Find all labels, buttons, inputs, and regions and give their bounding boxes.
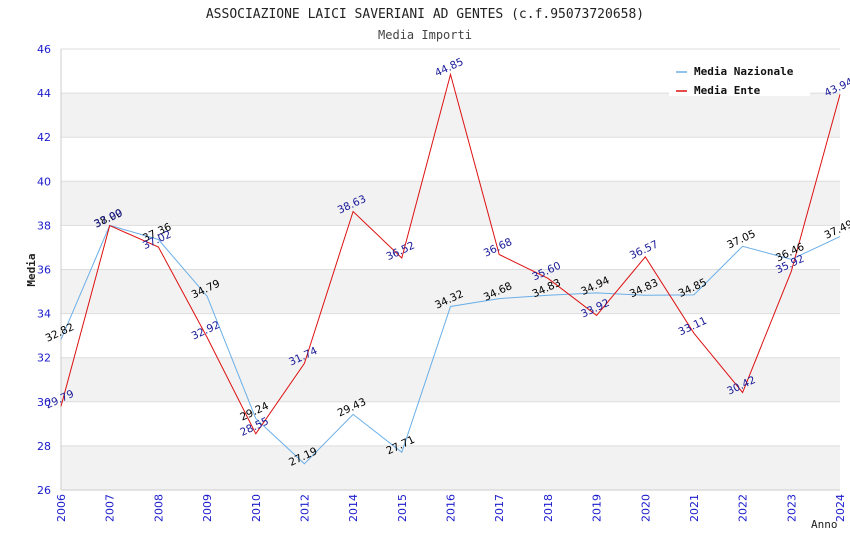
series-line-0	[60, 224, 841, 465]
grid-bands	[61, 93, 840, 490]
y-tick-label: 26	[37, 484, 51, 497]
x-tick-label: 2021	[688, 494, 701, 522]
grid-band	[61, 93, 840, 138]
grid-band	[61, 357, 840, 402]
x-tick-label: 2017	[493, 494, 506, 522]
x-tick-label: 2009	[201, 494, 214, 522]
axes	[60, 49, 840, 491]
data-label: 32.82	[44, 321, 76, 345]
grid-band	[61, 445, 840, 490]
y-tick-label: 36	[37, 264, 51, 277]
x-tick-label: 2012	[298, 494, 311, 522]
x-tick-label: 2019	[591, 494, 604, 522]
chart-subtitle: Media Importi	[378, 28, 472, 42]
x-tick-label: 2010	[250, 494, 263, 522]
grid-lines	[61, 48, 840, 491]
legend-label-ente: Media Ente	[694, 84, 761, 97]
x-tick-label: 2008	[152, 494, 165, 522]
x-tick-label: 2016	[445, 494, 458, 522]
y-tick-label: 42	[37, 131, 51, 144]
legend: Media Nazionale Media Ente	[669, 60, 810, 97]
x-tick-label: 2018	[542, 494, 555, 522]
y-tick-label: 34	[37, 308, 51, 321]
data-label: 33.11	[677, 315, 709, 339]
tick-labels: 26 28 30 32 34 36 38 40 42 44 46 2006 2007 2008 2009 20…	[37, 43, 847, 522]
x-tick-label: 2022	[737, 494, 750, 522]
x-tick-label: 2023	[785, 494, 798, 522]
y-tick-label: 28	[37, 440, 51, 453]
x-tick-label: 2015	[396, 494, 409, 522]
grid-band	[61, 181, 840, 226]
x-tick-label: 2024	[834, 494, 847, 522]
x-tick-label: 2020	[639, 494, 652, 522]
data-label: 36.52	[384, 240, 416, 264]
series-lines	[60, 72, 841, 465]
legend-box	[669, 60, 810, 96]
data-label: 36.68	[482, 236, 514, 260]
x-tick-label: 2006	[55, 494, 68, 522]
y-tick-label: 46	[37, 43, 51, 56]
y-tick-label: 38	[37, 219, 51, 232]
data-label: 32.92	[190, 319, 222, 343]
data-label: 44.85	[433, 56, 465, 80]
y-tick-label: 32	[37, 352, 51, 365]
legend-label-nazionale: Media Nazionale	[694, 65, 794, 78]
y-tick-label: 40	[37, 175, 51, 188]
y-tick-label: 44	[37, 87, 51, 100]
series-line-1	[60, 72, 841, 435]
y-tick-label: 30	[37, 396, 51, 409]
y-axis-title: Media	[25, 253, 38, 286]
chart-title: ASSOCIAZIONE LAICI SAVERIANI AD GENTES (…	[206, 7, 644, 22]
x-axis-title: Anno	[811, 518, 838, 531]
x-tick-label: 2014	[347, 494, 360, 522]
x-tick-label: 2007	[104, 494, 117, 522]
